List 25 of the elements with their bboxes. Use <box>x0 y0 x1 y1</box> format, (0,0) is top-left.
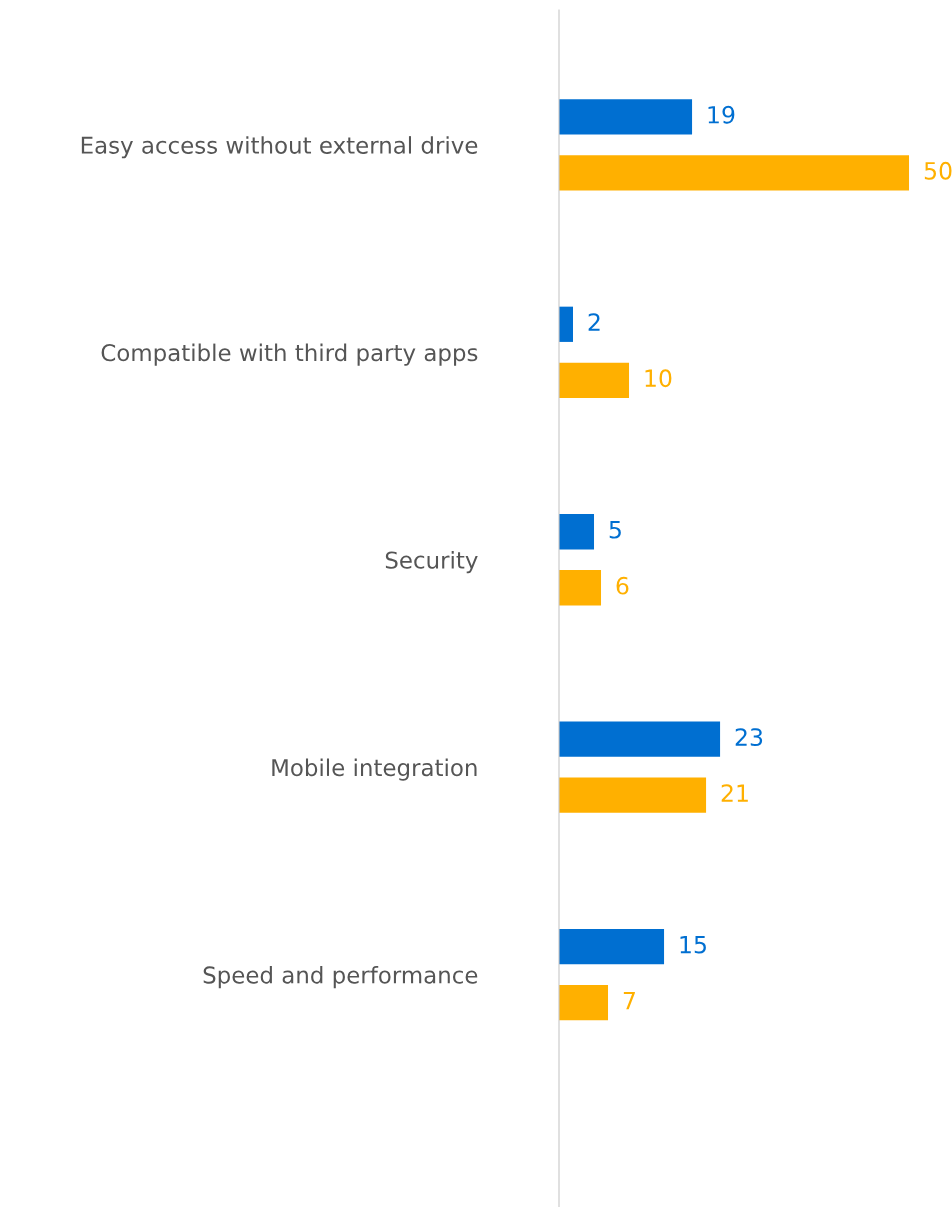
bar <box>559 570 602 606</box>
data-label: 15 <box>680 935 706 954</box>
y-tick-label: Security <box>385 551 478 574</box>
y-tick-label: Easy access without external drive <box>81 136 478 159</box>
data-label: 10 <box>645 369 672 388</box>
data-label: 50 <box>924 161 952 180</box>
bar <box>559 929 665 965</box>
data-label: 19 <box>708 105 735 124</box>
bar <box>559 721 721 757</box>
data-label: 6 <box>616 576 629 595</box>
bar <box>559 155 910 191</box>
bar <box>559 99 693 135</box>
bar <box>559 514 595 550</box>
bar <box>559 306 574 342</box>
data-label: 5 <box>609 521 621 539</box>
bar <box>559 362 630 398</box>
bar <box>559 985 609 1021</box>
data-label: 23 <box>735 728 763 747</box>
data-label: 2 <box>588 313 600 331</box>
data-label: 21 <box>721 784 748 802</box>
y-tick-label: Mobile integration <box>272 758 477 781</box>
bar <box>559 777 707 813</box>
y-tick-label: Speed and performance <box>203 965 478 989</box>
y-tick-label: Compatible with third party apps <box>101 343 478 366</box>
data-label: 7 <box>623 991 635 1010</box>
